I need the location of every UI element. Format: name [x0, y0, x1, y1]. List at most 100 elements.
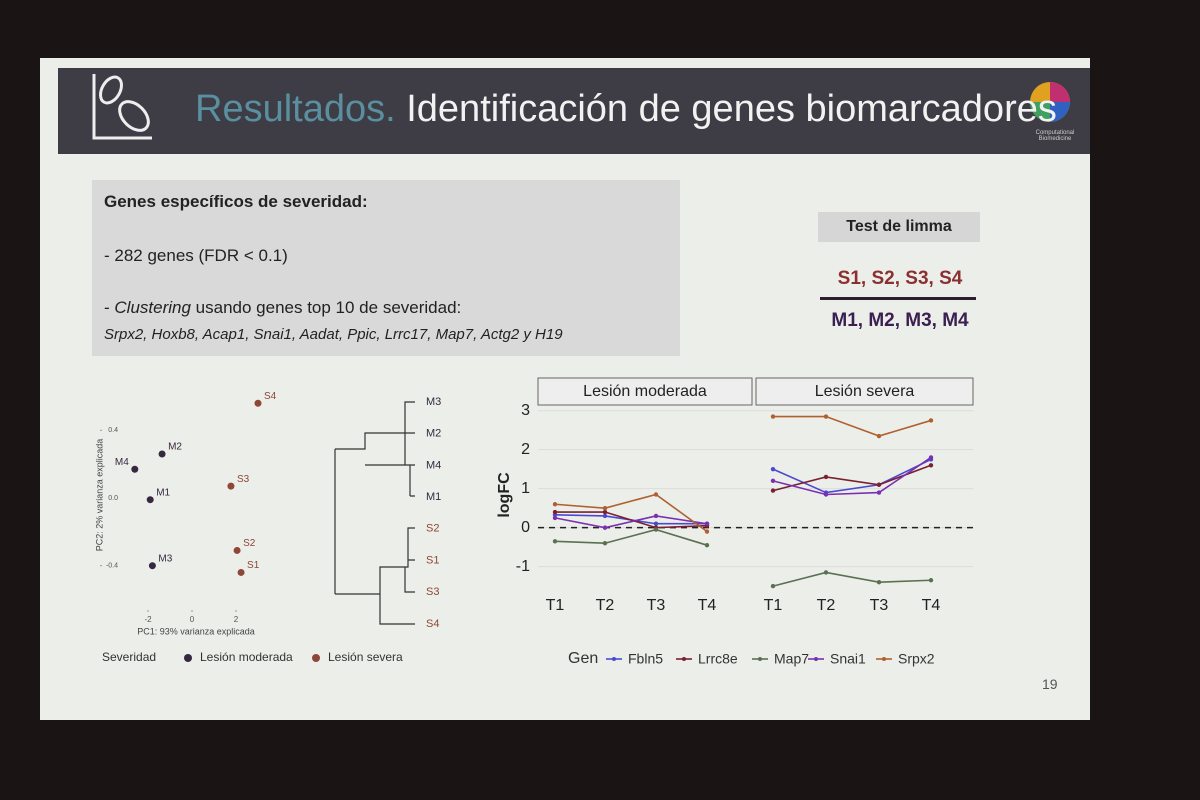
- x-tick-label: T4: [922, 597, 941, 614]
- point: [928, 455, 934, 460]
- dendrogram-branches: [334, 401, 415, 625]
- point: [254, 399, 262, 407]
- point: [237, 568, 245, 576]
- point-label: M1: [156, 487, 170, 498]
- x-tick-label: T1: [764, 597, 783, 614]
- y-tick-label: 0: [521, 519, 530, 536]
- facet-title: Lesión severa: [815, 383, 915, 400]
- info-box: Genes específicos de severidad: - 282 ge…: [92, 180, 680, 356]
- point: [146, 496, 154, 504]
- leaf-label: S1: [426, 554, 439, 566]
- point-label: M4: [115, 457, 129, 468]
- leaf-label: M3: [426, 396, 441, 408]
- point: [233, 546, 241, 554]
- point: [823, 414, 829, 419]
- x-tick-label: T3: [647, 597, 666, 614]
- title-prefix: Resultados.: [195, 88, 396, 130]
- y-tick-label: -1: [516, 558, 530, 575]
- point: [876, 433, 882, 439]
- logo: [1030, 82, 1070, 122]
- point: [602, 509, 608, 515]
- point: [704, 542, 710, 548]
- point: [227, 482, 235, 490]
- point: [823, 492, 829, 497]
- point: [928, 418, 934, 423]
- y-axis-label: PC2: 2% varianza explicada: [94, 439, 104, 552]
- line: [554, 493, 708, 533]
- legend-label: Lesión moderada: [200, 650, 293, 664]
- point: [131, 465, 139, 473]
- legend-marker: [184, 654, 192, 662]
- y-tick-label: 0.0: [108, 495, 118, 502]
- point: [876, 490, 882, 495]
- leaf-label: S3: [426, 586, 439, 598]
- line: [555, 511, 708, 529]
- point-label: S1: [247, 560, 260, 571]
- line: [772, 571, 932, 587]
- point: [876, 482, 882, 487]
- legend-marker: [882, 657, 886, 661]
- point: [602, 541, 608, 546]
- point: [552, 502, 558, 507]
- point-label: M2: [168, 442, 182, 453]
- point: [602, 505, 608, 511]
- facet-strip: [537, 377, 753, 406]
- leaf-label: M1: [426, 491, 441, 503]
- slide-title: Resultados. Identificación de genes biom…: [195, 88, 1057, 131]
- line: [554, 528, 708, 546]
- legend-marker: [814, 657, 818, 661]
- legend-label: Srpx2: [898, 651, 935, 667]
- facet-title: Lesión moderada: [583, 383, 707, 400]
- point: [770, 466, 776, 472]
- x-tick-label: T4: [698, 597, 717, 614]
- point: [148, 562, 156, 570]
- legend-marker: [312, 654, 320, 662]
- legend-title: Gen: [568, 650, 598, 667]
- point: [653, 527, 659, 532]
- point: [552, 539, 558, 544]
- point: [928, 463, 934, 468]
- y-axis-label: logFC: [496, 472, 513, 518]
- point: [602, 525, 608, 530]
- point: [770, 583, 776, 589]
- point-label: M3: [158, 553, 172, 564]
- header-band: [58, 68, 1090, 154]
- logo-text: Computational Biomedicine: [1035, 130, 1075, 142]
- line: [772, 456, 932, 496]
- facet-strip: [755, 377, 974, 406]
- y-tick-label: 1: [521, 480, 530, 497]
- point-label: S4: [264, 391, 277, 402]
- point: [770, 414, 776, 419]
- legend-marker: [682, 657, 686, 661]
- title-text: Identificación de genes biomarcadores: [406, 88, 1057, 130]
- leaf-label: M4: [426, 459, 441, 471]
- y-tick-label: 3: [521, 402, 530, 419]
- point: [770, 478, 776, 484]
- legend-label: Lrrc8e: [698, 651, 738, 667]
- point: [704, 529, 710, 534]
- x-tick-label: T2: [817, 597, 836, 614]
- point: [653, 521, 659, 526]
- legend-marker: [612, 657, 616, 661]
- legend-label: Snai1: [830, 651, 866, 667]
- box-line: - Clustering usando genes top 10 de seve…: [104, 298, 461, 318]
- x-tick-label: T3: [870, 597, 889, 614]
- limma-denominator: M1, M2, M3, M4: [831, 310, 969, 331]
- y-tick-label: 2: [521, 441, 530, 458]
- line: [554, 515, 708, 529]
- legend-title: Severidad: [102, 650, 156, 664]
- leaf-label: M2: [426, 428, 441, 440]
- text: usando genes top 10 de severidad:: [190, 298, 462, 317]
- point: [823, 570, 829, 575]
- point-label: S2: [243, 538, 256, 549]
- fraction-bar: [820, 297, 976, 300]
- point: [876, 580, 882, 585]
- x-tick-label: T2: [596, 597, 615, 614]
- leaf-label: S2: [426, 523, 439, 535]
- gene-list: Srpx2, Hoxb8, Acap1, Snai1, Aadat, Ppic,…: [104, 326, 563, 343]
- legend-label: Fbln5: [628, 651, 663, 667]
- y-tick-label: 0.4: [108, 427, 118, 434]
- page-number: 19: [1042, 676, 1058, 692]
- legend-marker: [758, 657, 762, 661]
